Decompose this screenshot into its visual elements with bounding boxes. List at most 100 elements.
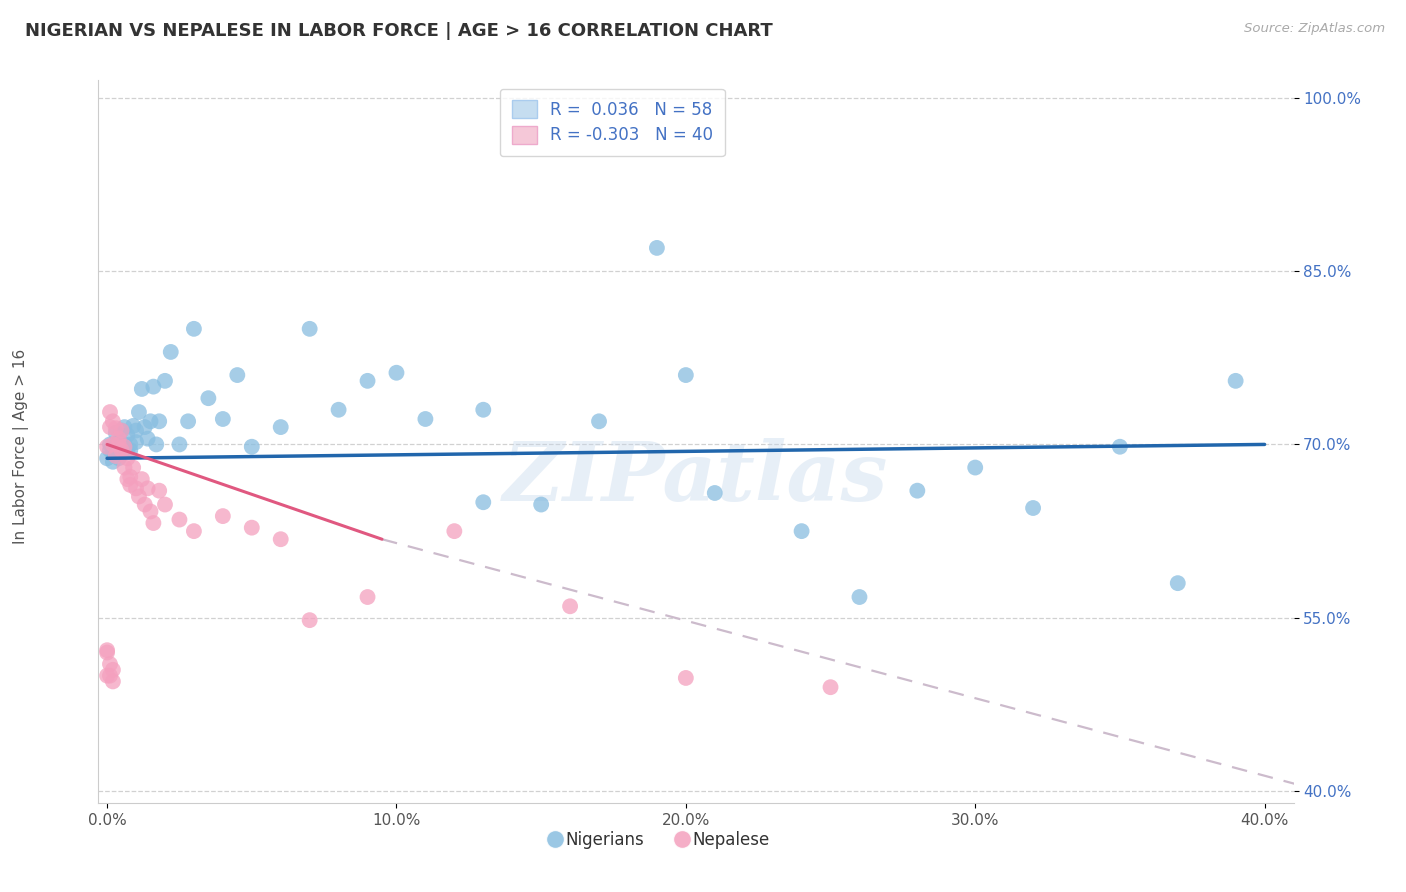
Point: [131, 472, 153, 486]
Point: [120, 478, 142, 492]
Point: [356, 590, 378, 604]
Point: [183, 524, 205, 538]
Point: [104, 425, 127, 440]
Point: [114, 460, 136, 475]
Point: [128, 490, 150, 504]
Point: [104, 449, 127, 463]
Point: [110, 443, 132, 458]
Point: [298, 322, 321, 336]
Point: [107, 432, 129, 446]
Point: [645, 241, 668, 255]
Point: [148, 414, 170, 428]
Point: [183, 322, 205, 336]
Point: [177, 414, 200, 428]
Point: [790, 524, 813, 538]
Text: In Labor Force | Age > 16: In Labor Force | Age > 16: [13, 349, 30, 543]
Point: [211, 412, 233, 426]
Point: [226, 368, 249, 382]
Point: [159, 345, 181, 359]
Point: [270, 533, 292, 547]
Point: [820, 680, 842, 694]
Point: [169, 437, 191, 451]
Point: [98, 443, 121, 458]
Point: [110, 443, 132, 458]
Point: [965, 460, 987, 475]
Point: [385, 366, 408, 380]
Point: [117, 444, 139, 458]
Legend: Nigerians, Nepalese: Nigerians, Nepalese: [544, 824, 776, 856]
Point: [558, 599, 581, 614]
Point: [110, 424, 132, 438]
Point: [101, 447, 124, 461]
Point: [96, 643, 118, 657]
Point: [104, 440, 127, 454]
Point: [328, 402, 350, 417]
Text: ZIPatlas: ZIPatlas: [503, 438, 889, 517]
Point: [96, 440, 118, 454]
Point: [675, 671, 697, 685]
Point: [148, 483, 170, 498]
Point: [120, 443, 142, 458]
Point: [107, 437, 129, 451]
Point: [117, 472, 139, 486]
Point: [98, 420, 121, 434]
Point: [472, 402, 495, 417]
Point: [415, 412, 437, 426]
Point: [1225, 374, 1247, 388]
Point: [1109, 440, 1132, 454]
Point: [139, 414, 162, 428]
Point: [114, 440, 136, 454]
Point: [270, 420, 292, 434]
Point: [139, 504, 162, 518]
Point: [211, 509, 233, 524]
Point: [110, 424, 132, 438]
Point: [117, 428, 139, 442]
Point: [98, 405, 121, 419]
Point: [905, 483, 928, 498]
Point: [125, 435, 148, 450]
Point: [153, 498, 176, 512]
Point: [136, 432, 159, 446]
Point: [1022, 501, 1045, 516]
Point: [169, 512, 191, 526]
Point: [136, 481, 159, 495]
Point: [101, 437, 124, 451]
Point: [153, 374, 176, 388]
Point: [848, 590, 870, 604]
Point: [117, 451, 139, 466]
Point: [356, 374, 378, 388]
Point: [443, 524, 465, 538]
Point: [472, 495, 495, 509]
Point: [240, 440, 263, 454]
Point: [120, 437, 142, 451]
Point: [96, 646, 118, 660]
Point: [114, 437, 136, 451]
Point: [96, 668, 118, 682]
Point: [98, 668, 121, 682]
Point: [120, 470, 142, 484]
Point: [240, 521, 263, 535]
Point: [142, 379, 165, 393]
Point: [530, 498, 553, 512]
Point: [1167, 576, 1189, 591]
Text: Source: ZipAtlas.com: Source: ZipAtlas.com: [1244, 22, 1385, 36]
Text: NIGERIAN VS NEPALESE IN LABOR FORCE | AGE > 16 CORRELATION CHART: NIGERIAN VS NEPALESE IN LABOR FORCE | AG…: [25, 22, 773, 40]
Point: [298, 613, 321, 627]
Point: [145, 437, 167, 451]
Point: [114, 420, 136, 434]
Point: [142, 516, 165, 530]
Point: [703, 486, 725, 500]
Point: [104, 421, 127, 435]
Point: [98, 437, 121, 451]
Point: [125, 424, 148, 438]
Point: [134, 498, 156, 512]
Point: [197, 391, 219, 405]
Point: [101, 674, 124, 689]
Point: [101, 663, 124, 677]
Point: [101, 414, 124, 428]
Point: [131, 382, 153, 396]
Point: [107, 451, 129, 466]
Point: [101, 455, 124, 469]
Point: [96, 451, 118, 466]
Point: [675, 368, 697, 382]
